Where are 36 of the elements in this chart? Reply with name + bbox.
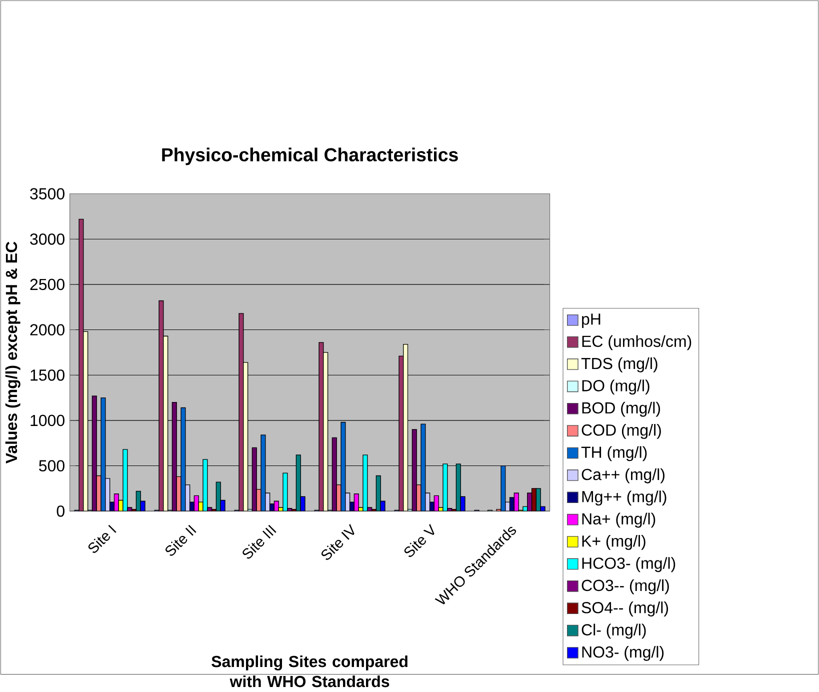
bar	[185, 484, 190, 512]
legend-label: Mg++ (mg/l)	[582, 490, 666, 506]
y-tick-label: 3500	[30, 188, 64, 200]
legend-label: K+ (mg/l)	[582, 535, 646, 550]
legend-label: Na+ (mg/l)	[582, 512, 656, 528]
y-axis-title: Values (mg/l) except pH & EC	[5, 242, 20, 464]
legend-label: BOD (mg/l)	[582, 402, 660, 417]
legend-label: pH	[582, 314, 600, 328]
y-tick-label: 500	[39, 460, 64, 472]
y-tick-label: 2500	[30, 278, 64, 290]
x-tick-label: Site IV	[321, 524, 354, 560]
bar	[296, 454, 301, 512]
legend-label: CO3-- (mg/l)	[582, 580, 669, 594]
y-tick-label: 1000	[30, 414, 64, 426]
x-tick-label: Site III	[242, 524, 276, 559]
legend-label: TDS (mg/l)	[581, 358, 658, 373]
x-tick-label: Site II	[166, 524, 196, 556]
legend-label: Cl- (mg/l)	[582, 624, 646, 639]
legend-label: SO4-- (mg/l)	[582, 602, 668, 617]
legend-label: EC (umhos/cm)	[582, 335, 692, 350]
chart-title: Physico-chemical Characteristics	[162, 148, 458, 166]
legend-label: NO3- (mg/l)	[582, 646, 664, 662]
legend-label: HCO3- (mg/l)	[582, 557, 676, 572]
x-axis-title: Sampling Sites compared with WHO Standards	[212, 656, 408, 688]
bar	[376, 476, 381, 512]
y-tick-label: 1500	[30, 370, 64, 381]
legend-label: COD (mg/l)	[582, 424, 661, 440]
x-tick-label: Site V	[404, 524, 434, 558]
bar	[456, 464, 461, 512]
legend-label: Ca++ (mg/l)	[582, 468, 664, 484]
y-tick-label: 3000	[30, 234, 64, 245]
legend-label: TH (mg/l)	[581, 446, 647, 462]
y-tick-label: 0	[56, 506, 64, 517]
x-tick-label: Site I	[88, 524, 116, 554]
y-tick-label: 2000	[30, 324, 64, 336]
legend-label: DO (mg/l)	[582, 380, 650, 395]
